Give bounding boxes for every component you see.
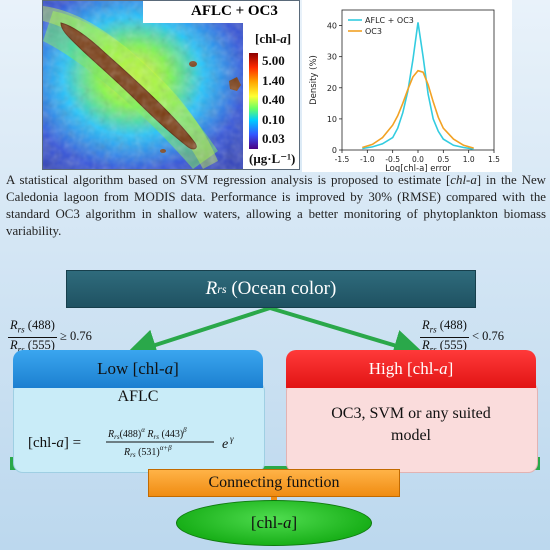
y-tick-label: 30 [327, 53, 337, 62]
svg-text:e: e [222, 437, 228, 452]
formula-svg: [chl-a] = Rrs(488)α Rrs (443)β Rrs (531)… [28, 426, 234, 459]
colorbar-tick: 0.40 [262, 92, 285, 107]
condition-high: Rrs (488) Rrs (555) < 0.76 [420, 318, 505, 354]
arrow-to-high [269, 306, 426, 361]
description-text: A statistical algorithm based on SVM reg… [6, 173, 546, 238]
afcl-formula: [chl-a] = Rrs(488)α Rrs (443)β Rrs (531)… [28, 420, 260, 460]
colorbar-tick: 5.00 [262, 53, 285, 68]
colorbar-tick: 0.03 [262, 131, 285, 146]
y-tick-label: 10 [327, 115, 337, 124]
x-tick-label: -1.0 [360, 155, 375, 164]
x-tick-label: 1.5 [488, 155, 500, 164]
colorbar-tick-labels: 5.00 1.40 0.40 0.10 0.03 [262, 51, 285, 149]
map-title: AFLC + OC3 [191, 3, 278, 19]
output-chl-ellipse: [chl-a] [176, 500, 372, 546]
y-axis-label: Density (%) [309, 55, 319, 105]
high-chl-header: High [chl-a] [286, 350, 536, 388]
low-chl-header: Low [chl-a] [13, 350, 263, 388]
x-tick-label: -0.5 [385, 155, 400, 164]
x-tick-label: 0.0 [412, 155, 424, 164]
colorbar-units-label: [chl-a] [255, 31, 292, 46]
x-tick-label: 1.0 [463, 155, 475, 164]
connecting-function-box: Connecting function [148, 469, 400, 497]
x-tick-label: -1.5 [335, 155, 350, 164]
series-line-0 [362, 22, 474, 150]
svg-text:γ: γ [230, 434, 234, 444]
colorbar-tick: 0.10 [262, 111, 285, 127]
svg-text:[chl-a] =: [chl-a] = [28, 435, 81, 451]
x-axis-label: Log[chl-a] error [385, 164, 451, 172]
high-model-label: OC3, SVM or any suited model [331, 405, 491, 444]
colorbar [249, 53, 258, 149]
colorbar-tick: 1.40 [262, 72, 285, 88]
histogram-chart: 0 10 20 30 40 -1.5 -1.0 -0.5 0.0 0.5 1.0 1.5 Log[chl… [309, 9, 500, 174]
chlorophyll-map: AFLC + OC3 [chl-a] 5.00 1.40 0.40 0.10 0… [42, 0, 300, 170]
merge-bracket [10, 457, 540, 470]
arrow-to-low [124, 306, 271, 361]
map-image [43, 1, 299, 169]
y-tick-label: 20 [327, 84, 337, 93]
afcl-model-label: AFLC [117, 388, 159, 405]
series-line-1 [362, 69, 474, 149]
legend-label: AFLC + OC3 [365, 16, 414, 25]
condition-low: Rrs (488) Rrs (555) ≥ 0.76 [8, 318, 92, 354]
colorbar-units: (μg·L⁻¹) [249, 151, 296, 166]
legend-label: OC3 [365, 27, 382, 36]
y-tick-label: 0 [332, 146, 337, 155]
error-histogram: 0 10 20 30 40 -1.5 -1.0 -0.5 0.0 0.5 1.0 1.5 Log[chl… [302, 0, 512, 174]
svg-text:Rrs(488)α Rrs (443)β: Rrs(488)α Rrs (443)β [107, 426, 187, 441]
low-chl-body [13, 381, 265, 473]
svg-text:Rrs (531)α+β: Rrs (531)α+β [123, 444, 172, 459]
x-tick-label: 0.5 [437, 155, 449, 164]
y-tick-label: 40 [327, 22, 337, 31]
